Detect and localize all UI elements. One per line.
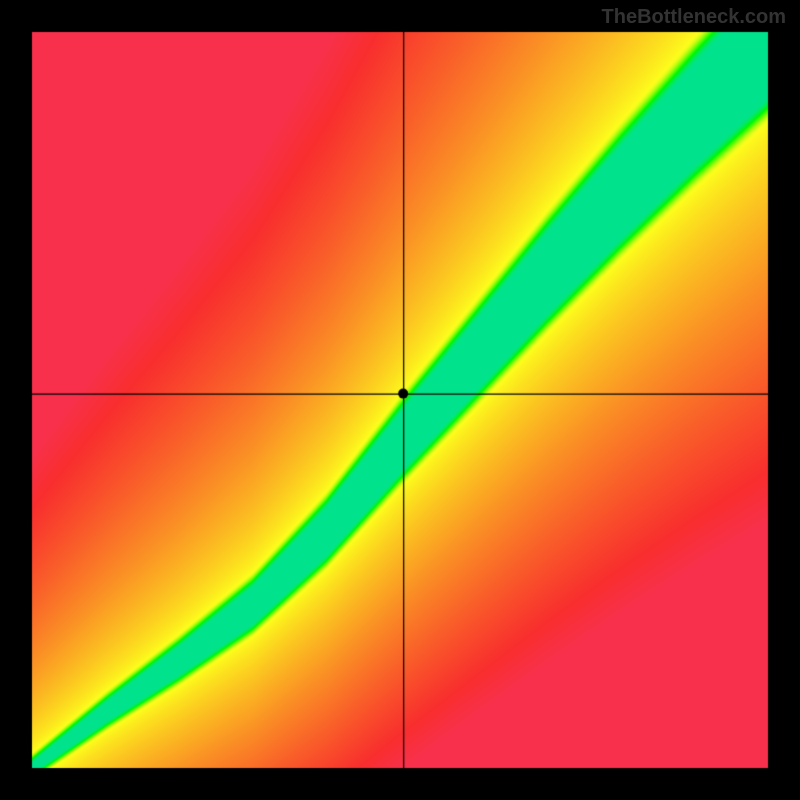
bottleneck-heatmap [0, 0, 800, 800]
chart-container: TheBottleneck.com [0, 0, 800, 800]
watermark-text: TheBottleneck.com [602, 6, 786, 29]
